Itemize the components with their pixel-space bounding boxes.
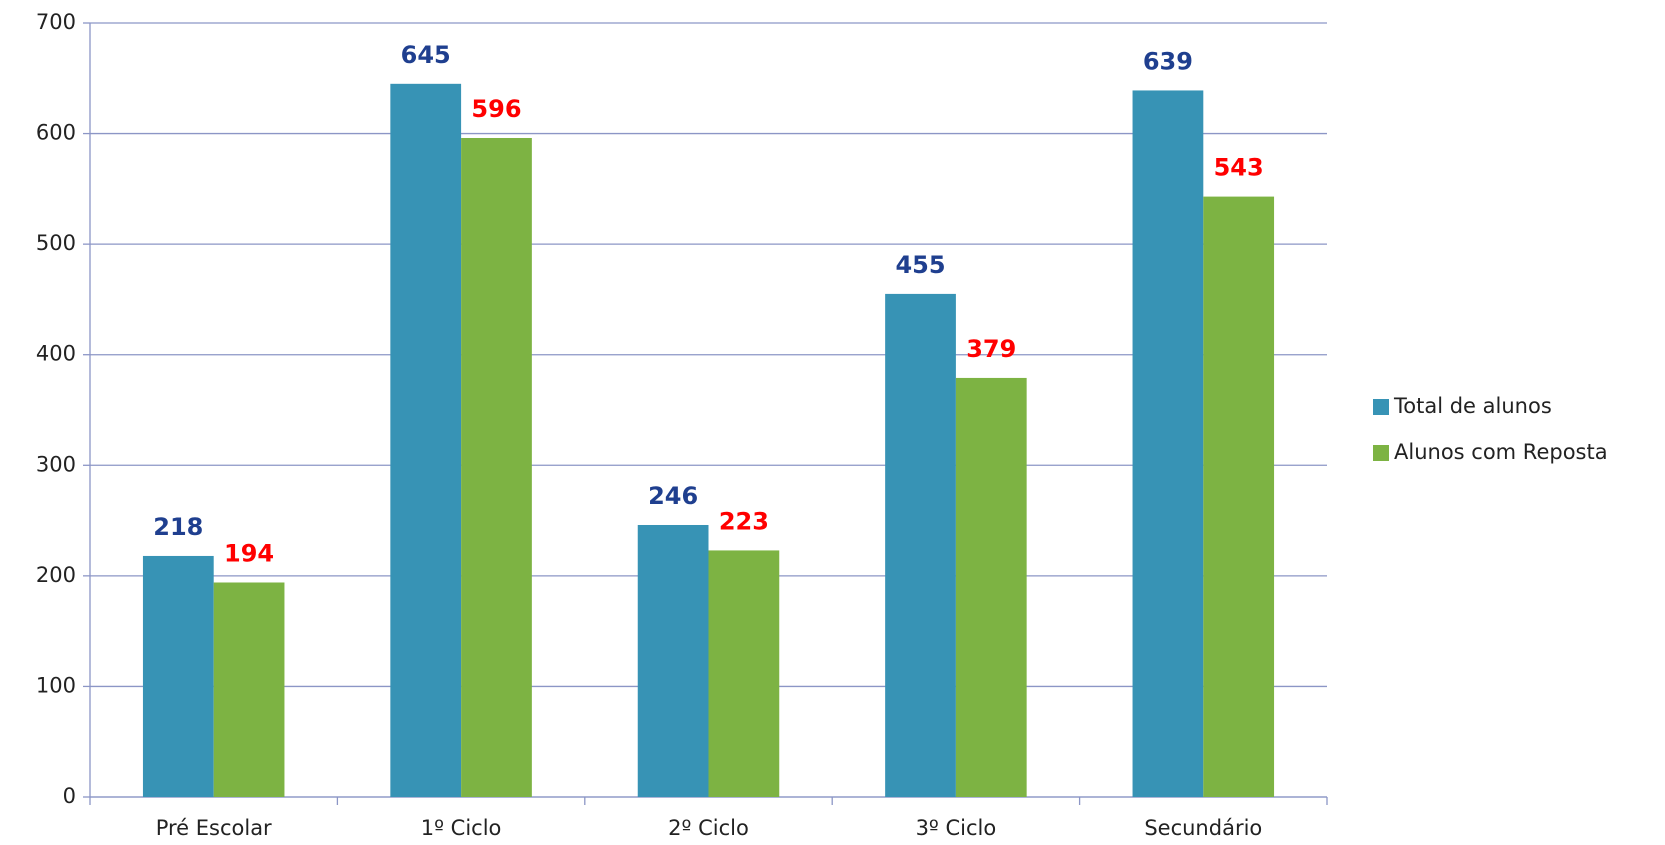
x-tick-label: Secundário (1144, 816, 1262, 840)
x-tick-label: Pré Escolar (156, 816, 272, 840)
bar (637, 524, 709, 797)
legend-swatch (1373, 445, 1389, 461)
x-tick-label: 3º Ciclo (916, 816, 997, 840)
y-tick-label: 700 (36, 10, 76, 34)
bar (142, 555, 214, 797)
bar (1132, 90, 1204, 798)
value-label: 194 (224, 539, 274, 567)
bar (213, 582, 285, 797)
bar (885, 293, 956, 797)
y-tick-label: 500 (36, 231, 76, 255)
y-tick-label: 0 (63, 784, 76, 808)
legend-label: Total de alunos (1393, 394, 1552, 418)
value-label: 379 (966, 335, 1016, 363)
y-tick-label: 200 (36, 563, 76, 587)
bar (461, 137, 532, 798)
bar (1203, 196, 1275, 797)
value-label: 596 (471, 95, 521, 123)
y-tick-label: 100 (36, 673, 76, 697)
value-label: 223 (719, 507, 769, 535)
legend-label: Alunos com Reposta (1394, 440, 1608, 464)
x-tick-label: 1º Ciclo (421, 816, 502, 840)
bar (390, 83, 462, 798)
bar (708, 550, 780, 797)
bar (955, 377, 1027, 797)
value-label: 218 (153, 513, 203, 541)
y-tick-label: 400 (36, 342, 76, 366)
y-tick-label: 300 (36, 452, 76, 476)
value-label: 639 (1143, 47, 1193, 75)
x-tick-label: 2º Ciclo (668, 816, 749, 840)
value-label: 543 (1214, 154, 1264, 182)
legend-swatch (1373, 399, 1389, 415)
value-label: 645 (401, 41, 451, 69)
value-label: 246 (648, 482, 698, 510)
y-tick-label: 600 (36, 121, 76, 145)
value-label: 455 (895, 251, 945, 279)
